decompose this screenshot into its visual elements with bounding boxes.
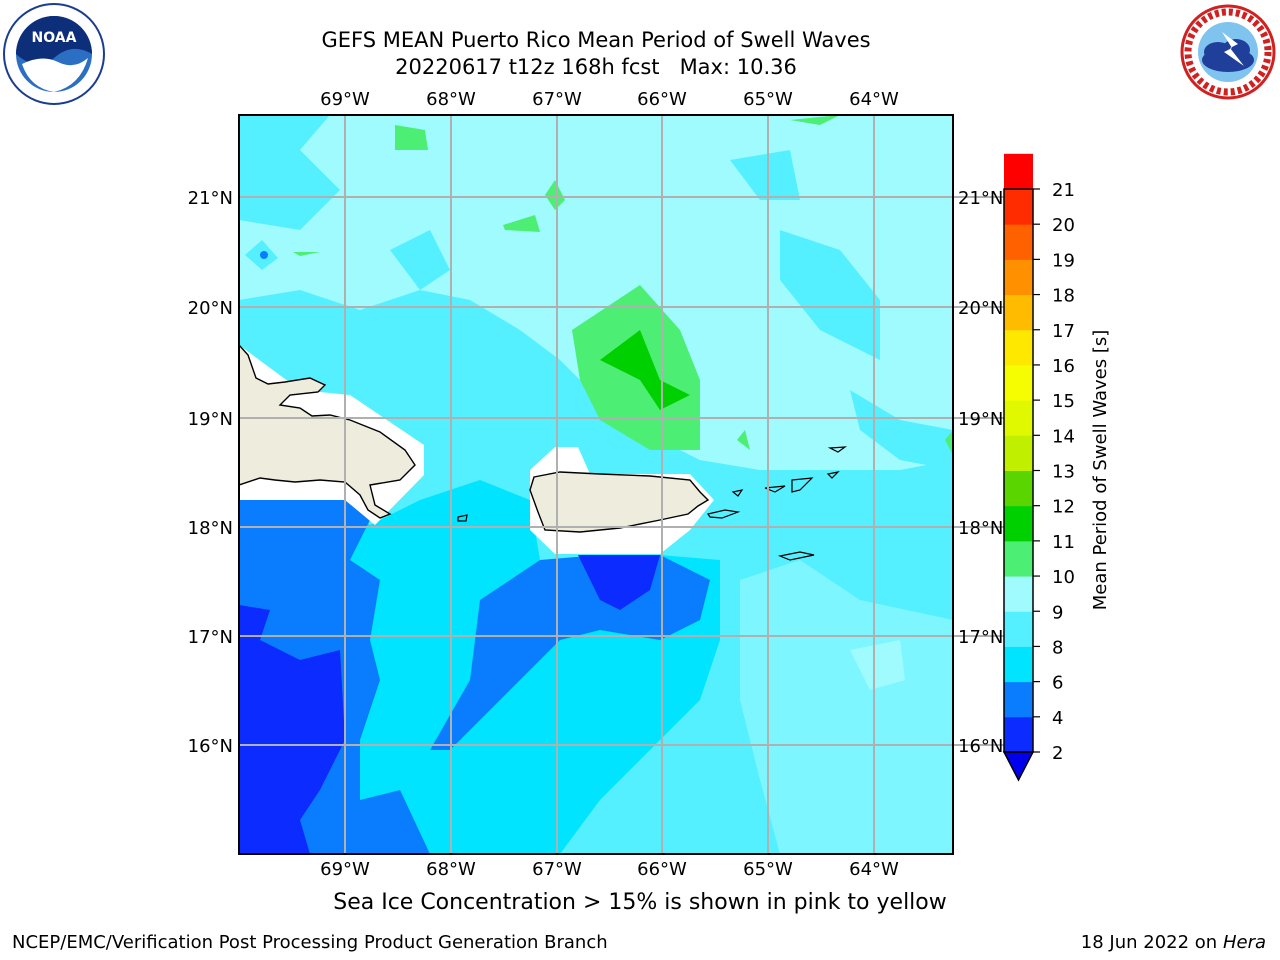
- lat-label-right: 18°N: [958, 518, 1003, 539]
- colorbar-tick-label: 4: [1052, 708, 1063, 729]
- colorbar-tick-label: 14: [1052, 426, 1075, 447]
- swell-period-field: [239, 115, 953, 854]
- colorbar-segment: [1004, 224, 1033, 260]
- chart-title: GEFS MEAN Puerto Rico Mean Period of Swe…: [321, 28, 871, 52]
- footer-date: 18 Jun 2022 on Hera: [1081, 932, 1266, 953]
- colorbar-extend-triangle: [1002, 751, 1035, 782]
- lat-label-left: 18°N: [188, 518, 233, 539]
- nws-logo-icon: [1180, 4, 1276, 100]
- lat-label-right: 17°N: [958, 627, 1003, 648]
- colorbar-tick-label: 8: [1052, 637, 1063, 658]
- lon-label-top: 67°W: [532, 89, 582, 110]
- colorbar: 2 4 6 8 9 10 11 12 13 14 15 16 17 18 19 20 21: [1002, 153, 1075, 782]
- lat-label-left: 17°N: [188, 627, 233, 648]
- footer-date-text: 18 Jun 2022 on: [1080, 932, 1218, 953]
- lon-label-bottom: 69°W: [320, 859, 370, 880]
- lat-label-left: 16°N: [188, 736, 233, 757]
- colorbar-segment: [1004, 189, 1033, 225]
- lon-label-bottom: 64°W: [849, 859, 899, 880]
- lat-label-right: 16°N: [958, 736, 1003, 757]
- chart-subtitle: 20220617 t12z 168h fcst Max: 10.36: [395, 55, 797, 79]
- lon-label-top: 68°W: [426, 89, 476, 110]
- noaa-logo-icon: NOAA: [3, 3, 105, 105]
- map-frame: [238, 114, 954, 855]
- colorbar-tick-label: 15: [1052, 391, 1075, 412]
- colorbar-segment: [1004, 435, 1033, 471]
- colorbar-tick-label: 18: [1052, 286, 1075, 307]
- colorbar-segment: [1004, 540, 1033, 577]
- colorbar-tick-label: 9: [1052, 602, 1063, 623]
- colorbar-segment: [1004, 576, 1033, 612]
- lat-label-right: 20°N: [958, 298, 1003, 319]
- lat-label-left: 21°N: [188, 188, 233, 209]
- lon-label-bottom: 67°W: [532, 859, 582, 880]
- colorbar-segment: [1004, 294, 1033, 331]
- colorbar-segment: [1004, 470, 1033, 507]
- lat-label-right: 21°N: [958, 188, 1003, 209]
- colorbar-tick-label: 12: [1052, 497, 1075, 518]
- lon-label-top: 64°W: [849, 89, 899, 110]
- colorbar-segment: [1004, 646, 1033, 683]
- colorbar-segment: [1004, 329, 1033, 366]
- colorbar-label: Mean Period of Swell Waves [s]: [1090, 330, 1111, 611]
- colorbar-tick-label: 13: [1052, 462, 1075, 483]
- colorbar-segment: [1004, 400, 1033, 436]
- colorbar-tick-label: 6: [1052, 673, 1063, 694]
- colorbar-tick-label: 16: [1052, 356, 1075, 377]
- lon-label-top: 65°W: [743, 89, 793, 110]
- footer-credit: NCEP/EMC/Verification Post Processing Pr…: [12, 932, 608, 953]
- colorbar-tick-label: 21: [1052, 180, 1075, 201]
- colorbar-tick-label: 11: [1052, 532, 1075, 553]
- footer-host: Hera: [1222, 932, 1266, 953]
- lon-label-bottom: 68°W: [426, 859, 476, 880]
- lat-label-left: 19°N: [188, 409, 233, 430]
- lat-label-left: 20°N: [188, 298, 233, 319]
- colorbar-tick-label: 19: [1052, 250, 1075, 271]
- lat-label-right: 19°N: [958, 409, 1003, 430]
- colorbar-segment: [1004, 611, 1033, 647]
- colorbar-segment: [1004, 681, 1033, 718]
- lon-label-top: 69°W: [320, 89, 370, 110]
- colorbar-tick-label: 17: [1052, 321, 1075, 342]
- colorbar-tick-label: 2: [1052, 743, 1063, 764]
- colorbar-segment: [1004, 716, 1033, 753]
- colorbar-segment: [1004, 505, 1033, 542]
- svg-text:NOAA: NOAA: [32, 30, 77, 46]
- sea-ice-note: Sea Ice Concentration > 15% is shown in …: [333, 890, 947, 915]
- lon-label-bottom: 66°W: [637, 859, 687, 880]
- colorbar-segment: [1004, 153, 1033, 190]
- colorbar-tick-label: 10: [1052, 567, 1075, 588]
- colorbar-tick-label: 20: [1052, 215, 1075, 236]
- colorbar-segment: [1004, 364, 1033, 401]
- lon-label-bottom: 65°W: [743, 859, 793, 880]
- lon-label-top: 66°W: [637, 89, 687, 110]
- colorbar-segment: [1004, 259, 1033, 296]
- gridlines: [239, 115, 1005, 854]
